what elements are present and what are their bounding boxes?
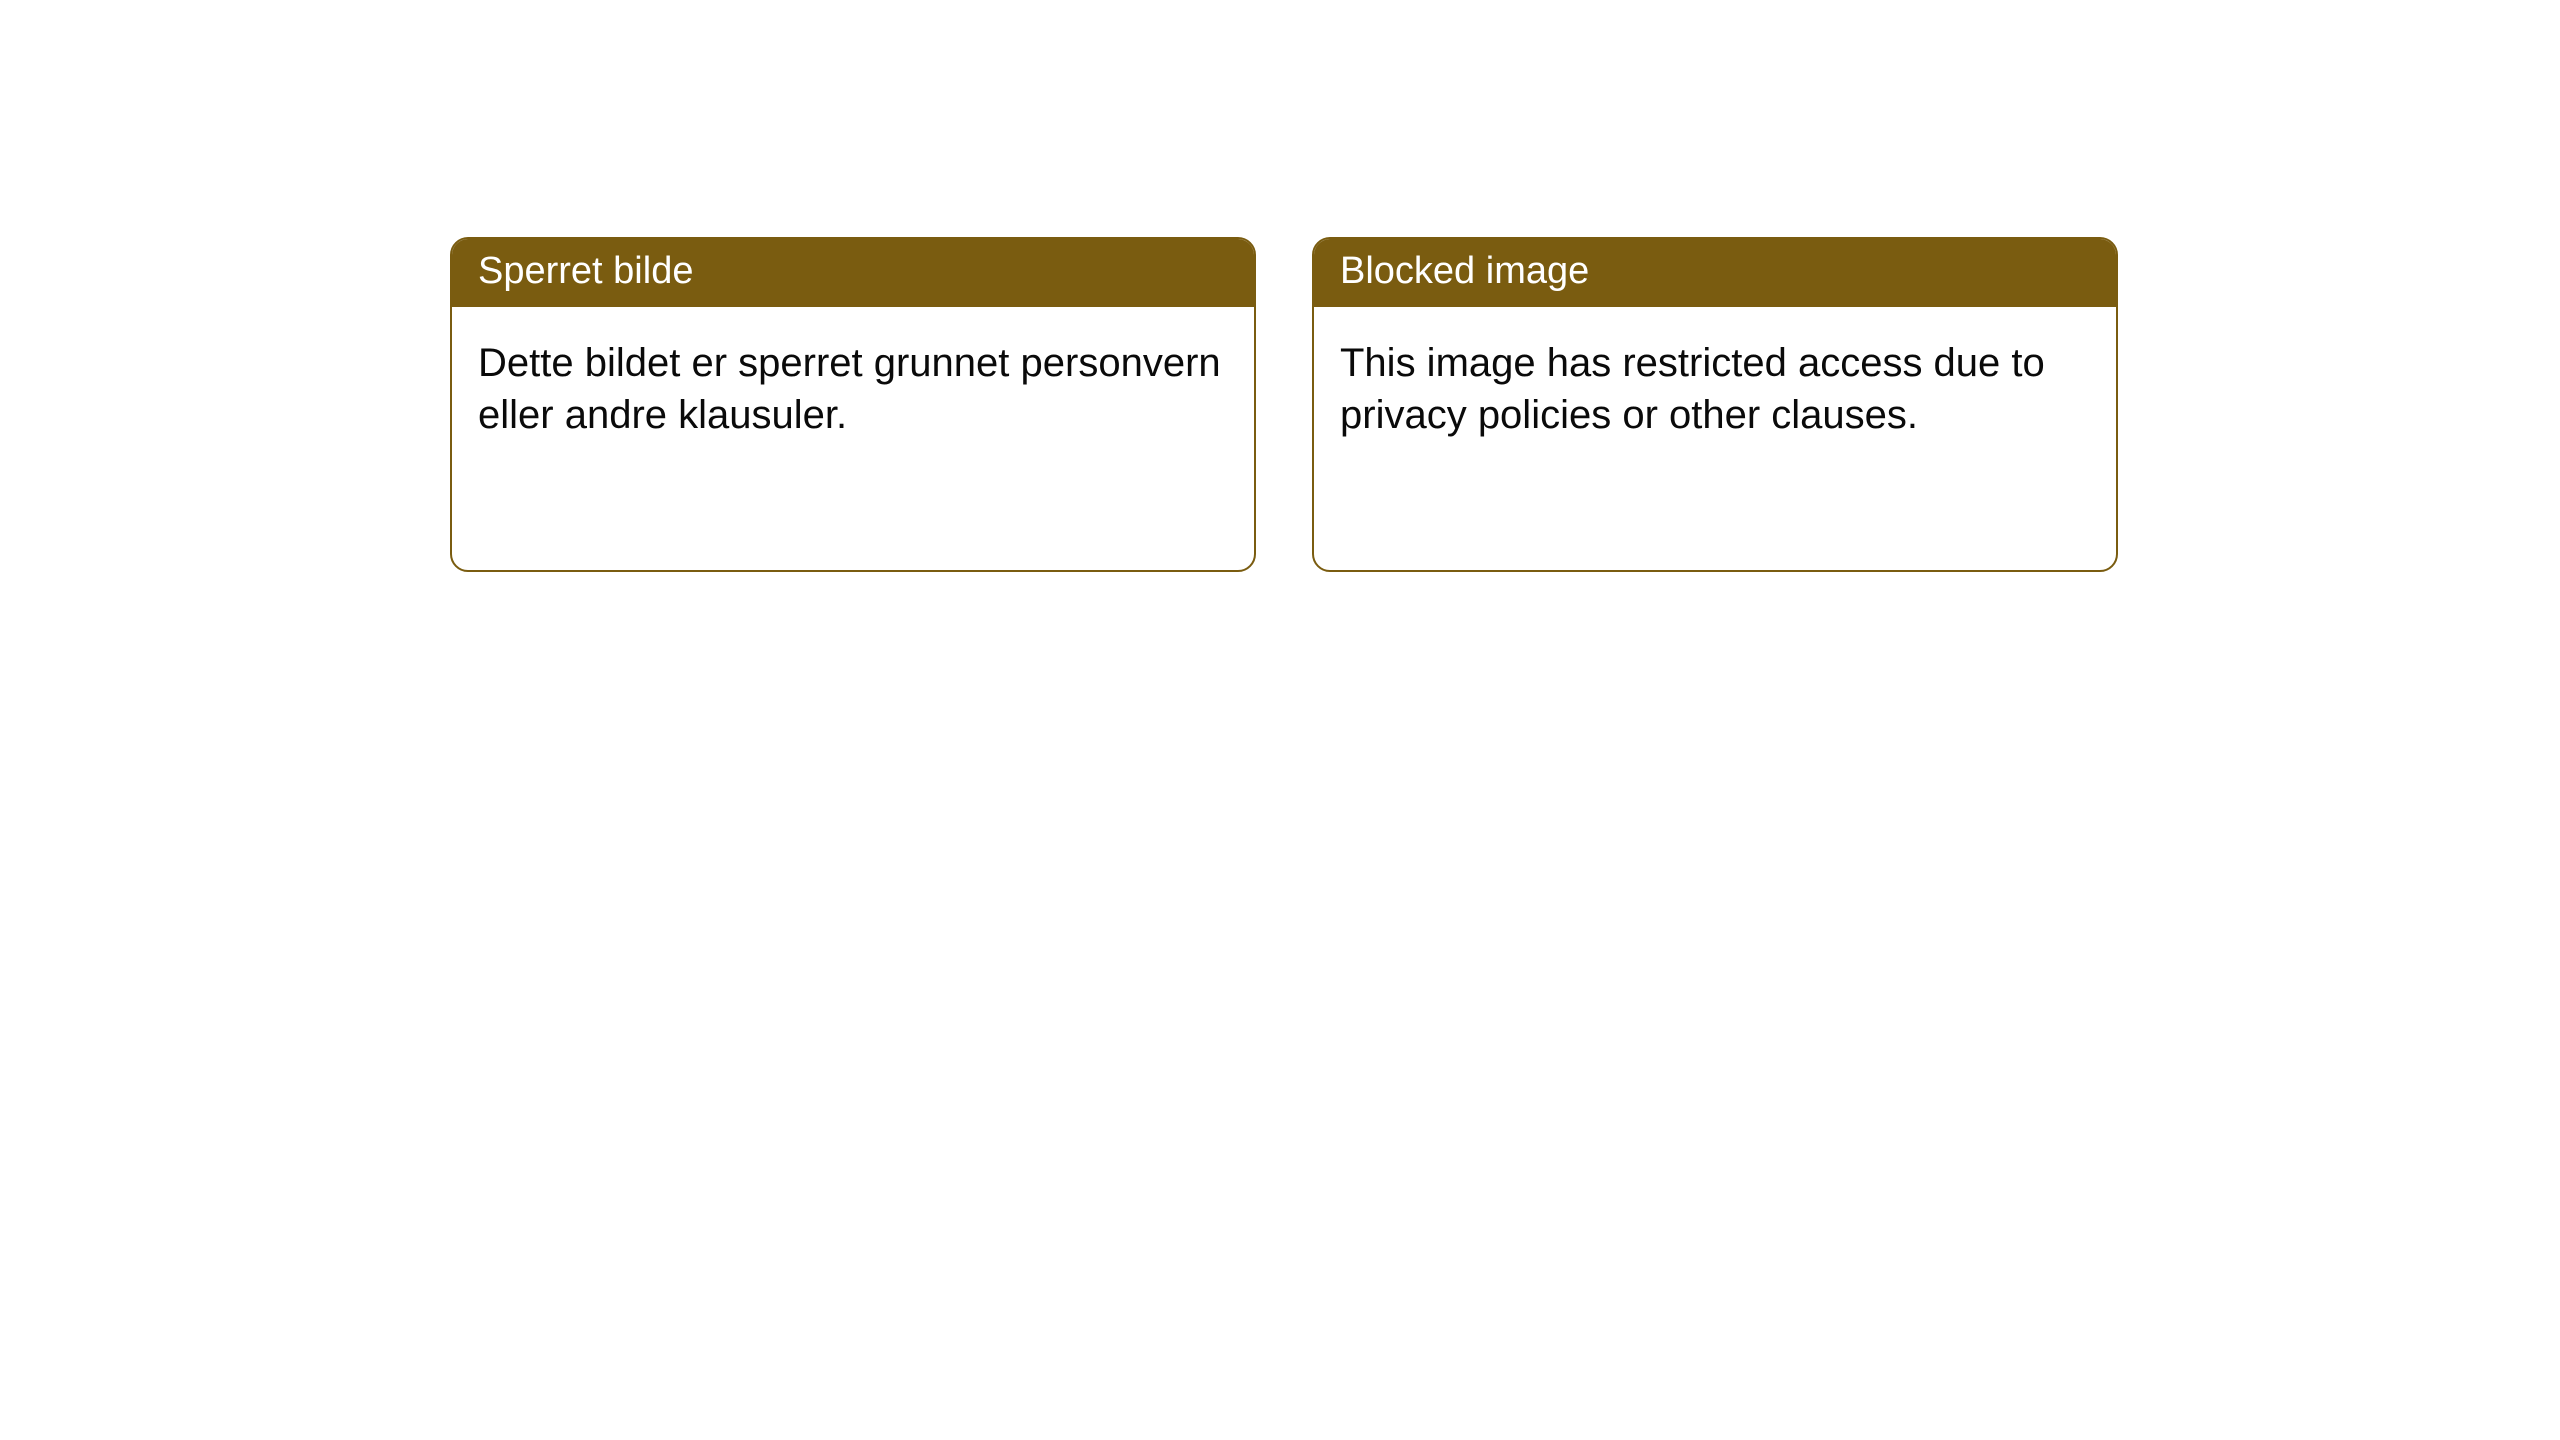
card-body-text: Dette bildet er sperret grunnet personve… <box>478 341 1221 437</box>
card-header: Blocked image <box>1314 239 2116 307</box>
card-body-text: This image has restricted access due to … <box>1340 341 2045 437</box>
card-body: Dette bildet er sperret grunnet personve… <box>452 307 1254 471</box>
notice-card-english: Blocked image This image has restricted … <box>1312 237 2118 572</box>
notice-container: Sperret bilde Dette bildet er sperret gr… <box>0 0 2560 572</box>
notice-card-norwegian: Sperret bilde Dette bildet er sperret gr… <box>450 237 1256 572</box>
card-title: Sperret bilde <box>478 250 693 292</box>
card-body: This image has restricted access due to … <box>1314 307 2116 471</box>
card-title: Blocked image <box>1340 250 1589 292</box>
card-header: Sperret bilde <box>452 239 1254 307</box>
